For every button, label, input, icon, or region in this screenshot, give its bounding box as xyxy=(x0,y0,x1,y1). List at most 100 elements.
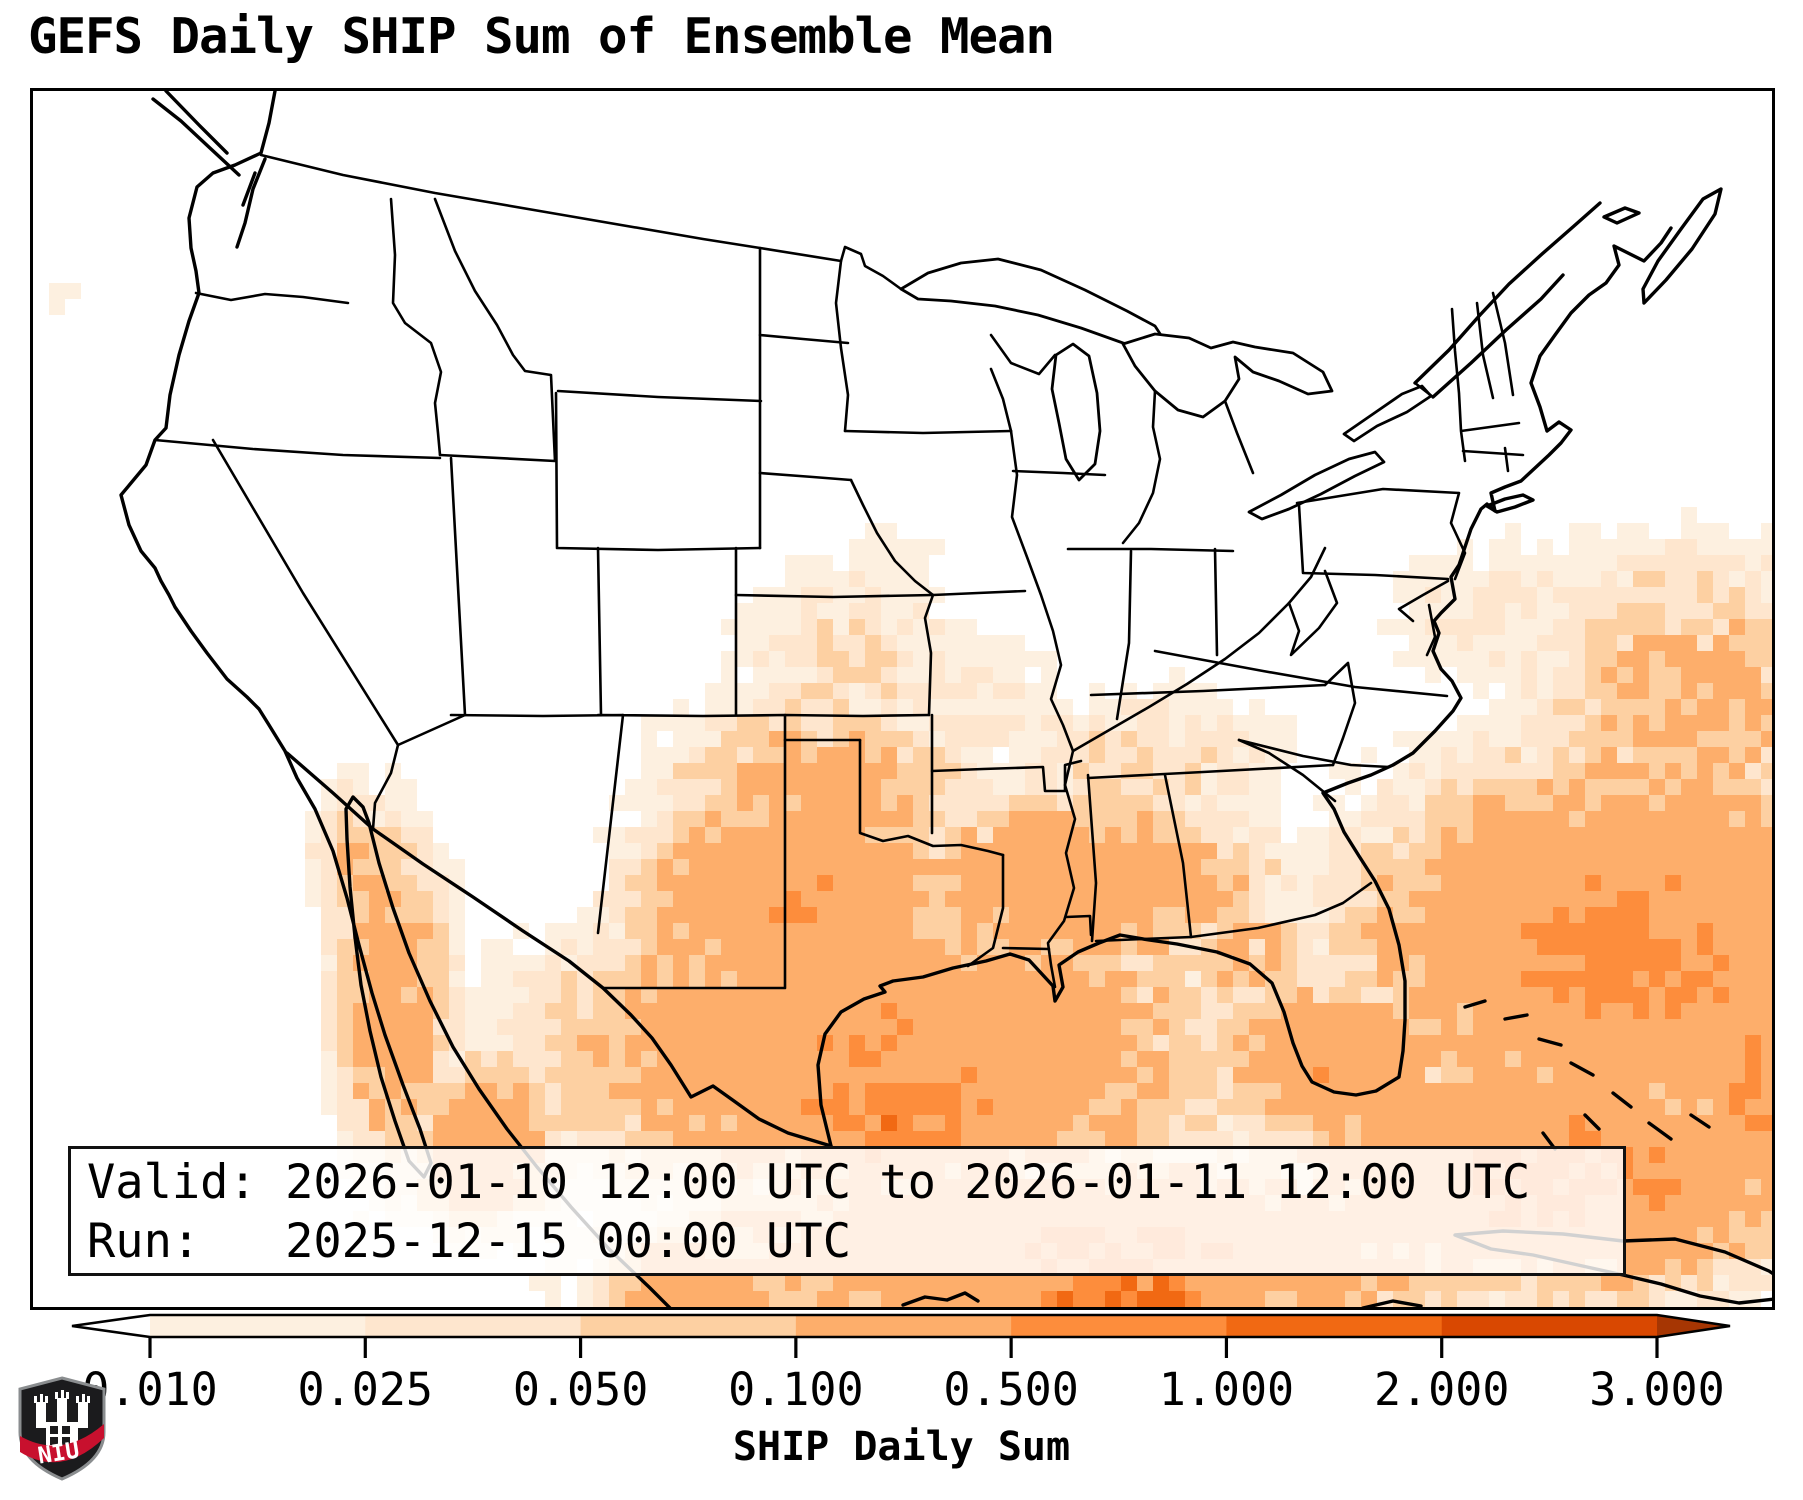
heatmap-cell xyxy=(1121,987,1137,1003)
heatmap-cell xyxy=(1169,1291,1185,1307)
heatmap-cell xyxy=(1185,795,1201,811)
heatmap-cell xyxy=(1041,891,1057,907)
niu-logo-text: NIU xyxy=(36,1437,81,1469)
state-border-ne-ia-river xyxy=(849,478,935,597)
heatmap-cell xyxy=(433,987,449,1003)
heatmap-cell xyxy=(1009,779,1025,795)
heatmap-cell xyxy=(1313,827,1329,843)
heatmap-cell xyxy=(737,1019,753,1035)
heatmap-cell xyxy=(785,1099,801,1115)
heatmap-cell xyxy=(641,795,657,811)
heatmap-cell xyxy=(1505,587,1521,603)
heatmap-cell xyxy=(1393,1035,1409,1051)
heatmap-cell xyxy=(1249,1275,1265,1291)
heatmap-cell xyxy=(1089,955,1105,971)
heatmap-cell xyxy=(1201,1099,1217,1115)
heatmap-cell xyxy=(353,843,369,859)
heatmap-cell xyxy=(801,603,817,619)
heatmap-cell xyxy=(897,1003,913,1019)
heatmap-cell xyxy=(769,891,785,907)
heatmap-cell xyxy=(849,939,865,955)
heatmap-cell xyxy=(513,1051,529,1067)
heatmap-cell xyxy=(1409,763,1425,779)
heatmap-cell xyxy=(1089,1099,1105,1115)
heatmap-cell xyxy=(1185,1067,1201,1083)
heatmap-cell xyxy=(929,1051,945,1067)
heatmap-cell xyxy=(1569,955,1585,971)
heatmap-cell xyxy=(1521,763,1537,779)
heatmap-cell xyxy=(961,923,977,939)
heatmap-cell xyxy=(1745,667,1761,683)
heatmap-cell xyxy=(1169,859,1185,875)
heatmap-cell xyxy=(1633,619,1649,635)
heatmap-cell xyxy=(1617,603,1633,619)
heatmap-cell xyxy=(1105,779,1121,795)
heatmap-cell xyxy=(1025,859,1041,875)
heatmap-cell xyxy=(865,715,881,731)
heatmap-cell xyxy=(1585,715,1601,731)
heatmap-cell xyxy=(897,731,913,747)
heatmap-cell xyxy=(641,1275,657,1291)
heatmap-cell xyxy=(1361,1019,1377,1035)
heatmap-cell xyxy=(961,1019,977,1035)
heatmap-cell xyxy=(977,1067,993,1083)
heatmap-cell xyxy=(833,939,849,955)
heatmap-cell xyxy=(1121,1291,1137,1307)
heatmap-cell xyxy=(897,555,913,571)
heatmap-cell xyxy=(1201,811,1217,827)
heatmap-cell xyxy=(865,667,881,683)
heatmap-cell xyxy=(977,875,993,891)
heatmap-cell xyxy=(1585,1019,1601,1035)
heatmap-cell xyxy=(1473,619,1489,635)
heatmap-cell xyxy=(1697,699,1713,715)
heatmap-cell xyxy=(1297,843,1313,859)
heatmap-cell xyxy=(1105,1083,1121,1099)
heatmap-cell xyxy=(1665,859,1681,875)
heatmap-cell xyxy=(433,955,449,971)
heatmap-cell xyxy=(929,939,945,955)
heatmap-cell xyxy=(529,1019,545,1035)
heatmap-cell xyxy=(1585,555,1601,571)
heatmap-cell xyxy=(1121,1083,1137,1099)
heatmap-cell xyxy=(369,811,385,827)
heatmap-cell xyxy=(625,1067,641,1083)
heatmap-cell xyxy=(1553,699,1569,715)
heatmap-cell xyxy=(1249,1099,1265,1115)
heatmap-cell xyxy=(849,1131,865,1147)
heatmap-cell xyxy=(1201,891,1217,907)
heatmap-cell xyxy=(657,1067,673,1083)
heatmap-cell xyxy=(1745,1227,1761,1243)
heatmap-cell xyxy=(1601,715,1617,731)
heatmap-cell xyxy=(1329,1275,1345,1291)
heatmap-cell xyxy=(1649,1131,1665,1147)
heatmap-cell xyxy=(1009,1035,1025,1051)
heatmap-cell xyxy=(1601,619,1617,635)
heatmap-cell xyxy=(897,1275,913,1291)
heatmap-cell xyxy=(385,1003,401,1019)
heatmap-cell xyxy=(929,907,945,923)
heatmap-cell xyxy=(321,939,337,955)
heatmap-cell xyxy=(1345,1083,1361,1099)
heatmap-cell xyxy=(865,603,881,619)
heatmap-cell xyxy=(977,635,993,651)
heatmap-cell xyxy=(625,1051,641,1067)
heatmap-cell xyxy=(769,955,785,971)
heatmap-cell xyxy=(1217,875,1233,891)
heatmap-cell xyxy=(1649,955,1665,971)
heatmap-cell xyxy=(801,843,817,859)
heatmap-cell xyxy=(1537,891,1553,907)
heatmap-cell xyxy=(1633,747,1649,763)
niu-red-band xyxy=(20,1424,104,1463)
heatmap-cell xyxy=(1665,811,1681,827)
heatmap-cell xyxy=(769,747,785,763)
heatmap-cell xyxy=(369,891,385,907)
heatmap-cell xyxy=(1409,1131,1425,1147)
heatmap-cell xyxy=(513,1115,529,1131)
heatmap-cell xyxy=(929,619,945,635)
heatmap-cell xyxy=(1649,1051,1665,1067)
heatmap-cell xyxy=(1729,555,1745,571)
heatmap-cell xyxy=(865,747,881,763)
heatmap-cell xyxy=(673,891,689,907)
heatmap-cell xyxy=(1537,587,1553,603)
heatmap-cell xyxy=(1553,987,1569,1003)
